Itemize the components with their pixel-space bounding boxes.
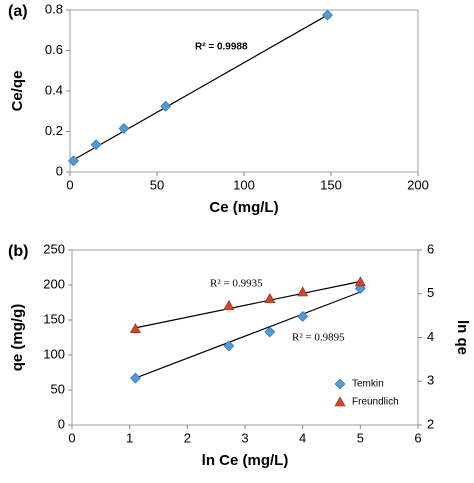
y-tick-label: 0.2 bbox=[45, 123, 63, 138]
x-axis-label: ln Ce (mg/L) bbox=[202, 452, 289, 469]
x-tick-label: 5 bbox=[357, 430, 364, 445]
point bbox=[118, 123, 130, 134]
trendline bbox=[135, 291, 361, 379]
point bbox=[264, 326, 276, 338]
y-tick-label: 0 bbox=[56, 163, 63, 178]
y-axis-label: Ce/qe bbox=[9, 71, 26, 112]
y-axis-label: qe (mg/g) bbox=[9, 304, 26, 372]
point bbox=[68, 155, 79, 167]
point bbox=[223, 299, 235, 310]
x-tick-label: 200 bbox=[407, 177, 429, 192]
x-tick-label: 1 bbox=[126, 430, 133, 445]
annotation: R² = 0.9935 bbox=[210, 278, 263, 290]
annotation: R² = 0.9988 bbox=[195, 42, 248, 53]
point bbox=[130, 372, 141, 384]
point bbox=[354, 276, 366, 287]
panel-label: (b) bbox=[8, 243, 28, 260]
y2-tick-label: 3 bbox=[427, 373, 434, 388]
point bbox=[223, 340, 235, 352]
point bbox=[129, 323, 141, 334]
y2-tick-label: 5 bbox=[427, 285, 434, 300]
y-tick-label: 0.4 bbox=[45, 82, 63, 97]
y-tick-label: 0.6 bbox=[45, 42, 63, 57]
annotation: R² = 0.9895 bbox=[292, 332, 345, 344]
point bbox=[90, 139, 102, 151]
y-tick-label: 150 bbox=[43, 311, 65, 326]
point bbox=[297, 286, 309, 297]
y2-tick-label: 4 bbox=[427, 329, 434, 344]
x-tick-label: 3 bbox=[241, 430, 248, 445]
x-axis-label: Ce (mg/L) bbox=[209, 199, 278, 216]
trendline bbox=[69, 14, 328, 163]
y-tick-label: 50 bbox=[51, 381, 65, 396]
point bbox=[264, 292, 276, 303]
y-tick-label: 0 bbox=[58, 416, 65, 431]
plot-frame bbox=[69, 9, 419, 173]
x-tick-label: 150 bbox=[320, 177, 342, 192]
y-tick-label: 250 bbox=[43, 241, 65, 256]
point bbox=[160, 100, 172, 112]
y2-tick-label: 2 bbox=[427, 416, 434, 431]
x-tick-label: 100 bbox=[233, 177, 255, 192]
legend-label: Freundlich bbox=[352, 397, 399, 408]
y-tick-label: 0.8 bbox=[45, 1, 63, 16]
x-tick-label: 0 bbox=[68, 430, 75, 445]
legend-label: Temkin bbox=[352, 379, 384, 390]
y-tick-label: 100 bbox=[43, 346, 65, 361]
point bbox=[322, 9, 333, 21]
point bbox=[297, 311, 309, 322]
y-tick-label: 200 bbox=[43, 276, 65, 291]
legend-marker bbox=[334, 378, 346, 390]
x-tick-label: 2 bbox=[184, 430, 191, 445]
panel-label: (a) bbox=[8, 3, 28, 20]
y2-tick-label: 6 bbox=[427, 241, 434, 256]
x-tick-label: 0 bbox=[66, 177, 73, 192]
y2-axis-label: ln qe bbox=[454, 320, 471, 355]
x-tick-label: 6 bbox=[414, 430, 421, 445]
legend-marker bbox=[334, 396, 346, 407]
trendline bbox=[135, 280, 361, 329]
x-tick-label: 4 bbox=[299, 430, 306, 445]
x-tick-label: 50 bbox=[150, 177, 164, 192]
